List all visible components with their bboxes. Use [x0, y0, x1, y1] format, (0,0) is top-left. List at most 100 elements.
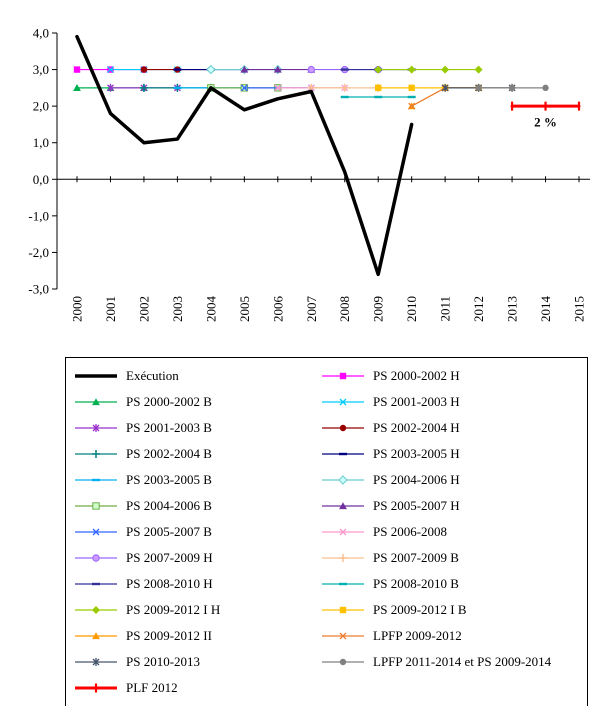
- legend-label: PS 2002-2004 H: [373, 420, 460, 435]
- legend-label: PS 2009-2012 II: [126, 628, 212, 643]
- marker-x: [107, 66, 114, 74]
- marker-diamond: [474, 65, 483, 74]
- legend-key-ps-2008-2010-b: [322, 582, 364, 586]
- legend-label: PS 2001-2003 H: [373, 394, 460, 409]
- y-tick-label: 3,0: [33, 62, 49, 77]
- legend-item-ps-2008-2010-b: PS 2008-2010 B: [320, 571, 583, 597]
- legend-label: PS 2009-2012 I H: [126, 602, 221, 617]
- legend-label: PS 2001-2003 B: [126, 420, 212, 435]
- x-tick-label: 2002: [136, 296, 151, 322]
- legend-grid: Exécution PS 2000-2002 H PS 2000-2002 B PS …: [73, 363, 583, 701]
- marker-asterisk: [441, 84, 449, 92]
- marker-triangle: [240, 65, 249, 73]
- legend-label: PS 2008-2010 H: [126, 576, 213, 591]
- marker-square: [339, 372, 347, 380]
- x-tick-label: 2001: [103, 296, 118, 322]
- legend-label: PS 2004-2006 H: [373, 472, 460, 487]
- legend-label: PS 2007-2009 H: [126, 550, 213, 565]
- marker-circle: [339, 658, 347, 666]
- legend-item-ps-2000-2002-b: PS 2000-2002 B: [73, 389, 320, 415]
- legend-key-ps-2004-2006-b: [75, 502, 117, 510]
- y-tick-label: 2,0: [33, 99, 49, 114]
- marker-diamond: [338, 475, 348, 485]
- legend-item-ps-2000-2002-h: PS 2000-2002 H: [320, 363, 583, 389]
- legend-item-ps-2009-2012-i-h: PS 2009-2012 I H: [73, 597, 320, 623]
- legend-key-ps-2003-2005-b: [75, 478, 117, 482]
- marker-diamond: [374, 65, 383, 74]
- x-tick-label: 2007: [304, 296, 319, 323]
- legend-key-ps-2001-2003-h: [322, 398, 364, 406]
- marker-x: [274, 84, 282, 92]
- y-tick-label: 0,0: [33, 172, 49, 187]
- growth-forecasts-chart: 4,0 3,0 2,0 1,0 0,0 -1,0 -2,0 -3,0 2000 2001 2002 2…: [28, 26, 590, 323]
- legend-item-lpfp-2009-2012: LPFP 2009-2012: [320, 623, 583, 649]
- marker-asterisk: [92, 658, 100, 666]
- legend-item-ps-2001-2003-h: PS 2001-2003 H: [320, 389, 583, 415]
- legend-item-ps-2007-2009-h: PS 2007-2009 H: [73, 545, 320, 571]
- marker-circle: [508, 84, 516, 92]
- legend-item-ps-2003-2005-h: PS 2003-2005 H: [320, 441, 583, 467]
- legend-item-ps-2010-2013: PS 2010-2013: [73, 649, 320, 675]
- legend-item-ps-2002-2004-b: PS 2002-2004 B: [73, 441, 320, 467]
- legend-key-lpfp-2011-2014-et-ps-2009-2014: [322, 658, 364, 666]
- x-tick-label: 2009: [371, 296, 386, 322]
- legend-key-ps-2002-2004-b: [75, 450, 117, 458]
- marker-circle: [339, 424, 347, 432]
- legend-item-ps-2004-2006-b: PS 2004-2006 B: [73, 493, 320, 519]
- chart-legend: Exécution PS 2000-2002 H PS 2000-2002 B PS …: [65, 357, 588, 706]
- marker-circle: [140, 66, 148, 73]
- legend-label: PS 2003-2005 B: [126, 472, 212, 487]
- marker-square: [375, 84, 382, 92]
- x-tick-label: 2000: [70, 296, 85, 322]
- x-tick-label: 2006: [270, 296, 285, 323]
- marker-x: [339, 632, 347, 640]
- legend-label: Exécution: [126, 368, 179, 383]
- legend-key-ps-2008-2010-h: [75, 582, 117, 586]
- series-line-ex-cution: [75, 34, 414, 277]
- annotation-2-percent: 2 %: [534, 114, 557, 129]
- marker-circle: [307, 65, 315, 74]
- legend-key-ex-cution: [75, 374, 117, 378]
- marker-x: [339, 528, 347, 536]
- marker-triangle: [273, 65, 282, 73]
- x-tick-label: 2014: [538, 296, 553, 323]
- x-tick-label: 2010: [404, 296, 419, 322]
- marker-square: [408, 84, 415, 92]
- y-tick-label: -2,0: [28, 245, 49, 260]
- marker-triangle: [73, 84, 81, 91]
- marker-circle: [542, 84, 549, 92]
- legend-key-lpfp-2009-2012: [322, 632, 364, 640]
- y-tick-label: -3,0: [28, 282, 49, 297]
- legend-item-ps-2006-2008: PS 2006-2008: [320, 519, 583, 545]
- legend-item-ps-2009-2012-ii: PS 2009-2012 II: [73, 623, 320, 649]
- legend-label: PS 2005-2007 B: [126, 524, 212, 539]
- legend-key-ps-2001-2003-b: [75, 424, 117, 432]
- legend-item-ps-2005-2007-b: PS 2005-2007 B: [73, 519, 320, 545]
- marker-square: [92, 502, 100, 510]
- legend-key-ps-2009-2012-i-h: [75, 606, 117, 614]
- marker-diamond: [206, 64, 216, 75]
- legend-key-plf-2012: [75, 683, 117, 693]
- marker-asterisk: [107, 84, 114, 92]
- legend-label: PS 2007-2009 B: [373, 550, 459, 565]
- marker-diamond: [407, 65, 416, 74]
- legend-key-ps-2000-2002-b: [75, 398, 117, 406]
- marker-diamond: [92, 606, 100, 614]
- legend-key-ps-2009-2012-ii: [75, 632, 117, 640]
- marker-x: [92, 528, 100, 536]
- legend-key-ps-2002-2004-h: [322, 424, 364, 432]
- legend-label: PS 2000-2002 B: [126, 394, 212, 409]
- legend-label: PS 2000-2002 H: [373, 368, 460, 383]
- marker-square: [73, 66, 81, 73]
- legend-key-ps-2000-2002-h: [322, 372, 364, 380]
- legend-item-lpfp-2011-2014-et-ps-2009-2014: LPFP 2011-2014 et PS 2009-2014: [320, 649, 583, 675]
- legend-key-ps-2003-2005-h: [322, 452, 364, 456]
- marker-x: [408, 102, 416, 110]
- marker-circle: [475, 84, 482, 92]
- legend-key-ps-2004-2006-h: [322, 475, 364, 485]
- legend-item-plf-2012: PLF 2012: [73, 675, 320, 701]
- legend-item-ps-2001-2003-b: PS 2001-2003 B: [73, 415, 320, 441]
- legend-key-ps-2007-2009-h: [75, 554, 117, 562]
- x-tick-label: 2013: [505, 296, 520, 322]
